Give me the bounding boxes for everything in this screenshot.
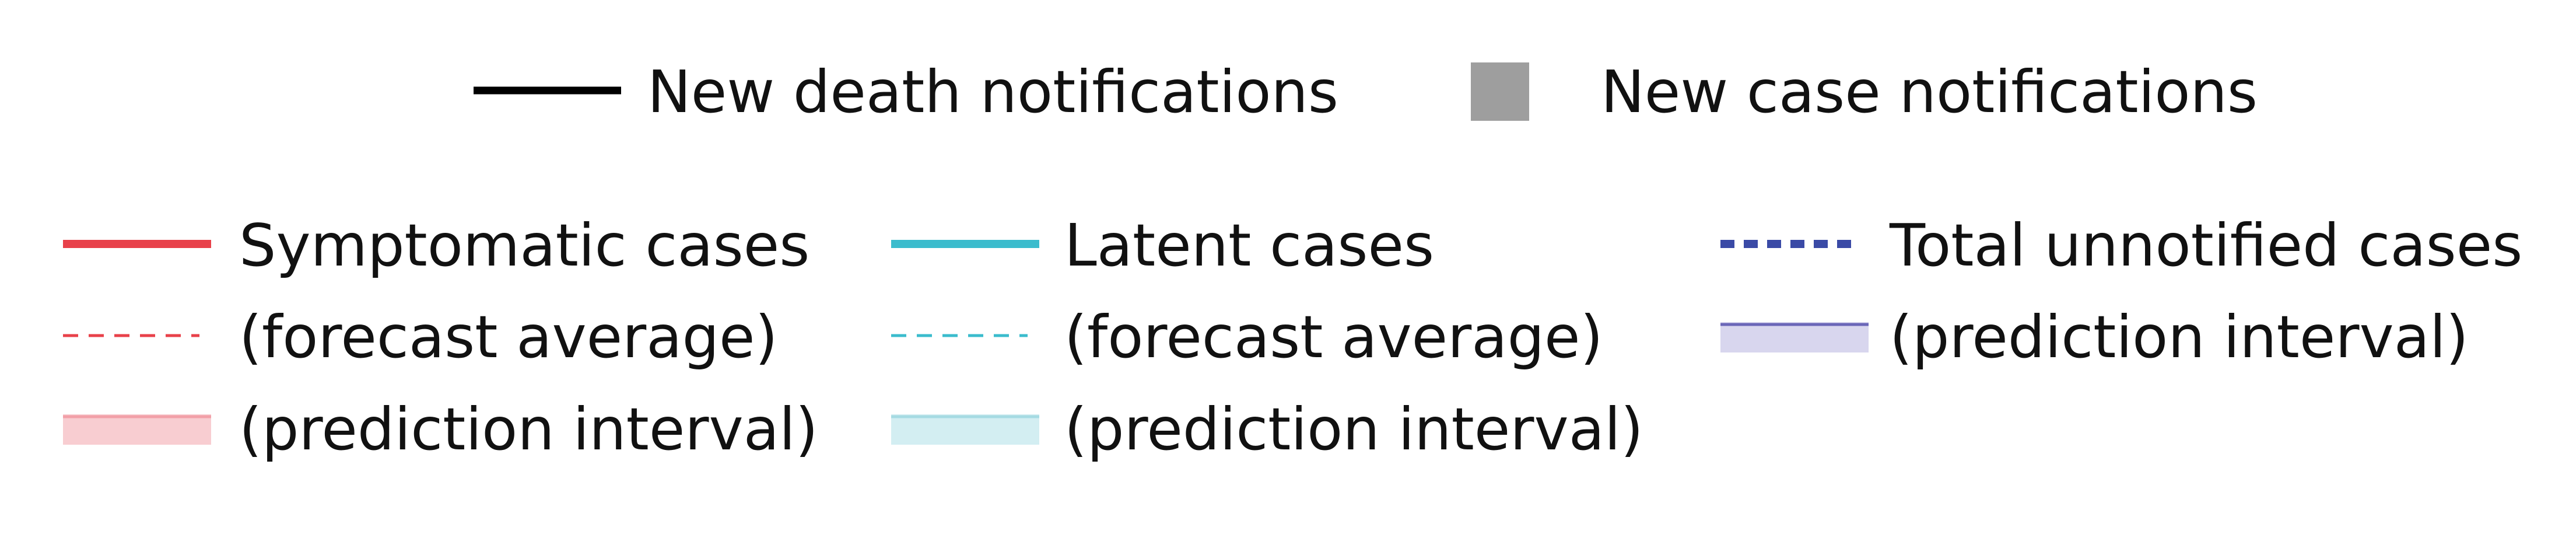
- symptomatic-cases-label: Symptomatic cases: [239, 211, 809, 280]
- death-notifications-label: New death notifications: [647, 58, 1338, 126]
- symptomatic-interval-label: (prediction interval): [239, 395, 818, 463]
- case-notifications-label: New case notifications: [1601, 58, 2258, 126]
- case-notifications-square: [1471, 62, 1529, 121]
- latent-forecast-label: (forecast average): [1064, 303, 1603, 371]
- unnotified-cases-label: Total unnotified cases: [1889, 211, 2522, 280]
- latent-interval-label: (prediction interval): [1064, 395, 1643, 463]
- latent-interval-band: [891, 414, 1039, 445]
- unnotified-interval-band: [1720, 322, 1869, 352]
- latent-cases-label: Latent cases: [1064, 211, 1434, 280]
- symptomatic-interval-band: [63, 414, 211, 445]
- unnotified-interval-label: (prediction interval): [1890, 303, 2469, 371]
- symptomatic-forecast-label: (forecast average): [239, 303, 778, 371]
